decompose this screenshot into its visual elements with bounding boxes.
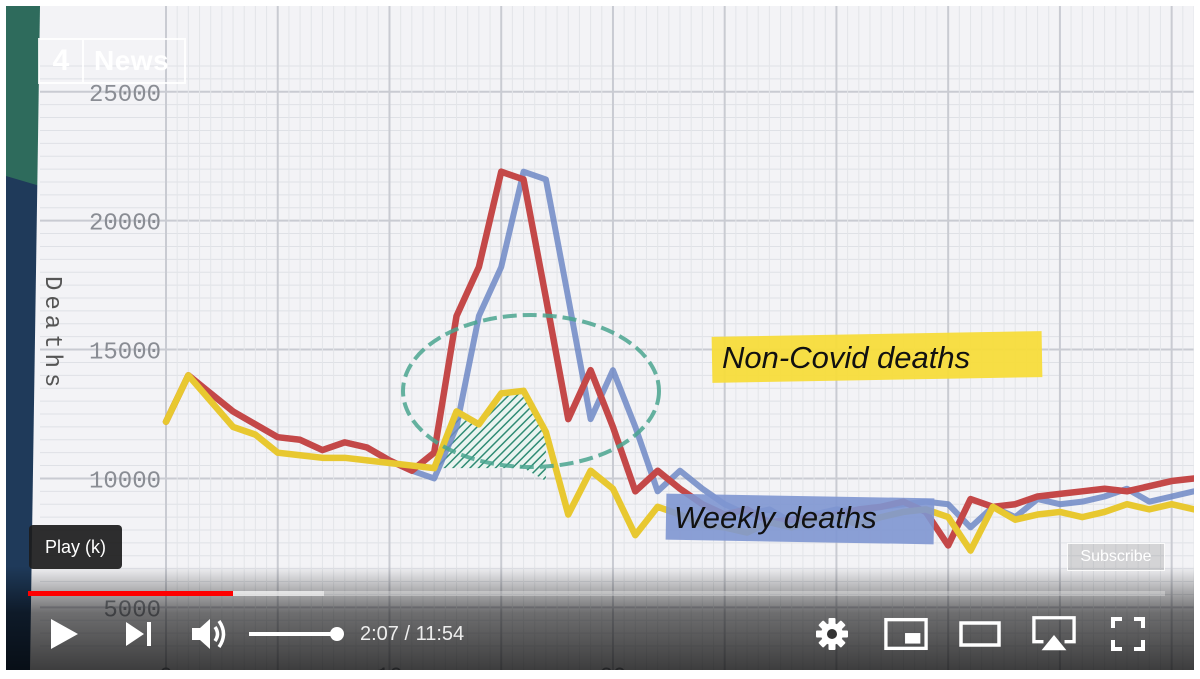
news-wordmark: News	[94, 45, 170, 76]
airplay-icon	[1032, 616, 1076, 651]
volume-icon	[192, 619, 226, 649]
volume-slider[interactable]	[249, 627, 344, 641]
airplay-button[interactable]	[1032, 612, 1076, 656]
settings-button[interactable]	[810, 612, 854, 656]
video-frame[interactable]: 250002000015000100005000 01020 Deaths No…	[6, 6, 1194, 670]
play-icon	[51, 619, 78, 649]
y-tick-label: 10000	[89, 468, 161, 495]
video-player[interactable]: 250002000015000100005000 01020 Deaths No…	[6, 6, 1194, 670]
annotation-non-covid: Non-Covid deaths	[722, 340, 970, 375]
hand-drawn-circle	[401, 313, 661, 469]
y-axis-label: Deaths	[38, 276, 65, 392]
subscribe-watermark[interactable]: Subscribe	[1067, 543, 1165, 571]
settings-icon	[816, 618, 848, 650]
y-tick-label: 15000	[89, 340, 161, 367]
duration: 11:54	[415, 623, 465, 645]
fullscreen-icon	[1111, 617, 1145, 651]
current-time: 2:07	[360, 623, 399, 645]
next-icon	[126, 622, 151, 646]
theater-mode-button[interactable]	[958, 612, 1002, 656]
annotation-weekly: Weekly deaths	[674, 500, 877, 535]
excess-deaths-hatch	[434, 390, 546, 482]
series-line-2	[162, 168, 1194, 549]
channel-4-news-logo: 4 News	[38, 38, 186, 84]
channel-4-mark: 4	[40, 40, 84, 82]
time-display: 2:07 / 11:54	[360, 621, 464, 647]
theater-icon	[959, 621, 1001, 647]
player-controls: 2:07 / 11:54	[6, 606, 1194, 662]
mute-button[interactable]	[188, 612, 232, 656]
volume-fill	[249, 632, 337, 636]
progress-bar[interactable]	[28, 591, 1165, 596]
miniplayer-button[interactable]	[884, 612, 928, 656]
time-separator: /	[398, 623, 416, 645]
fullscreen-button[interactable]	[1106, 612, 1150, 656]
volume-knob[interactable]	[330, 627, 344, 641]
progress-played	[28, 591, 233, 596]
controls-gradient	[6, 566, 1194, 670]
next-button[interactable]	[117, 612, 161, 656]
excess-deaths-hatch-fill	[434, 390, 546, 482]
y-tick-label: 25000	[89, 82, 161, 109]
miniplayer-icon	[884, 617, 928, 651]
play-tooltip: Play (k)	[29, 525, 123, 569]
play-button[interactable]	[42, 612, 86, 656]
y-tick-label: 20000	[89, 211, 161, 238]
